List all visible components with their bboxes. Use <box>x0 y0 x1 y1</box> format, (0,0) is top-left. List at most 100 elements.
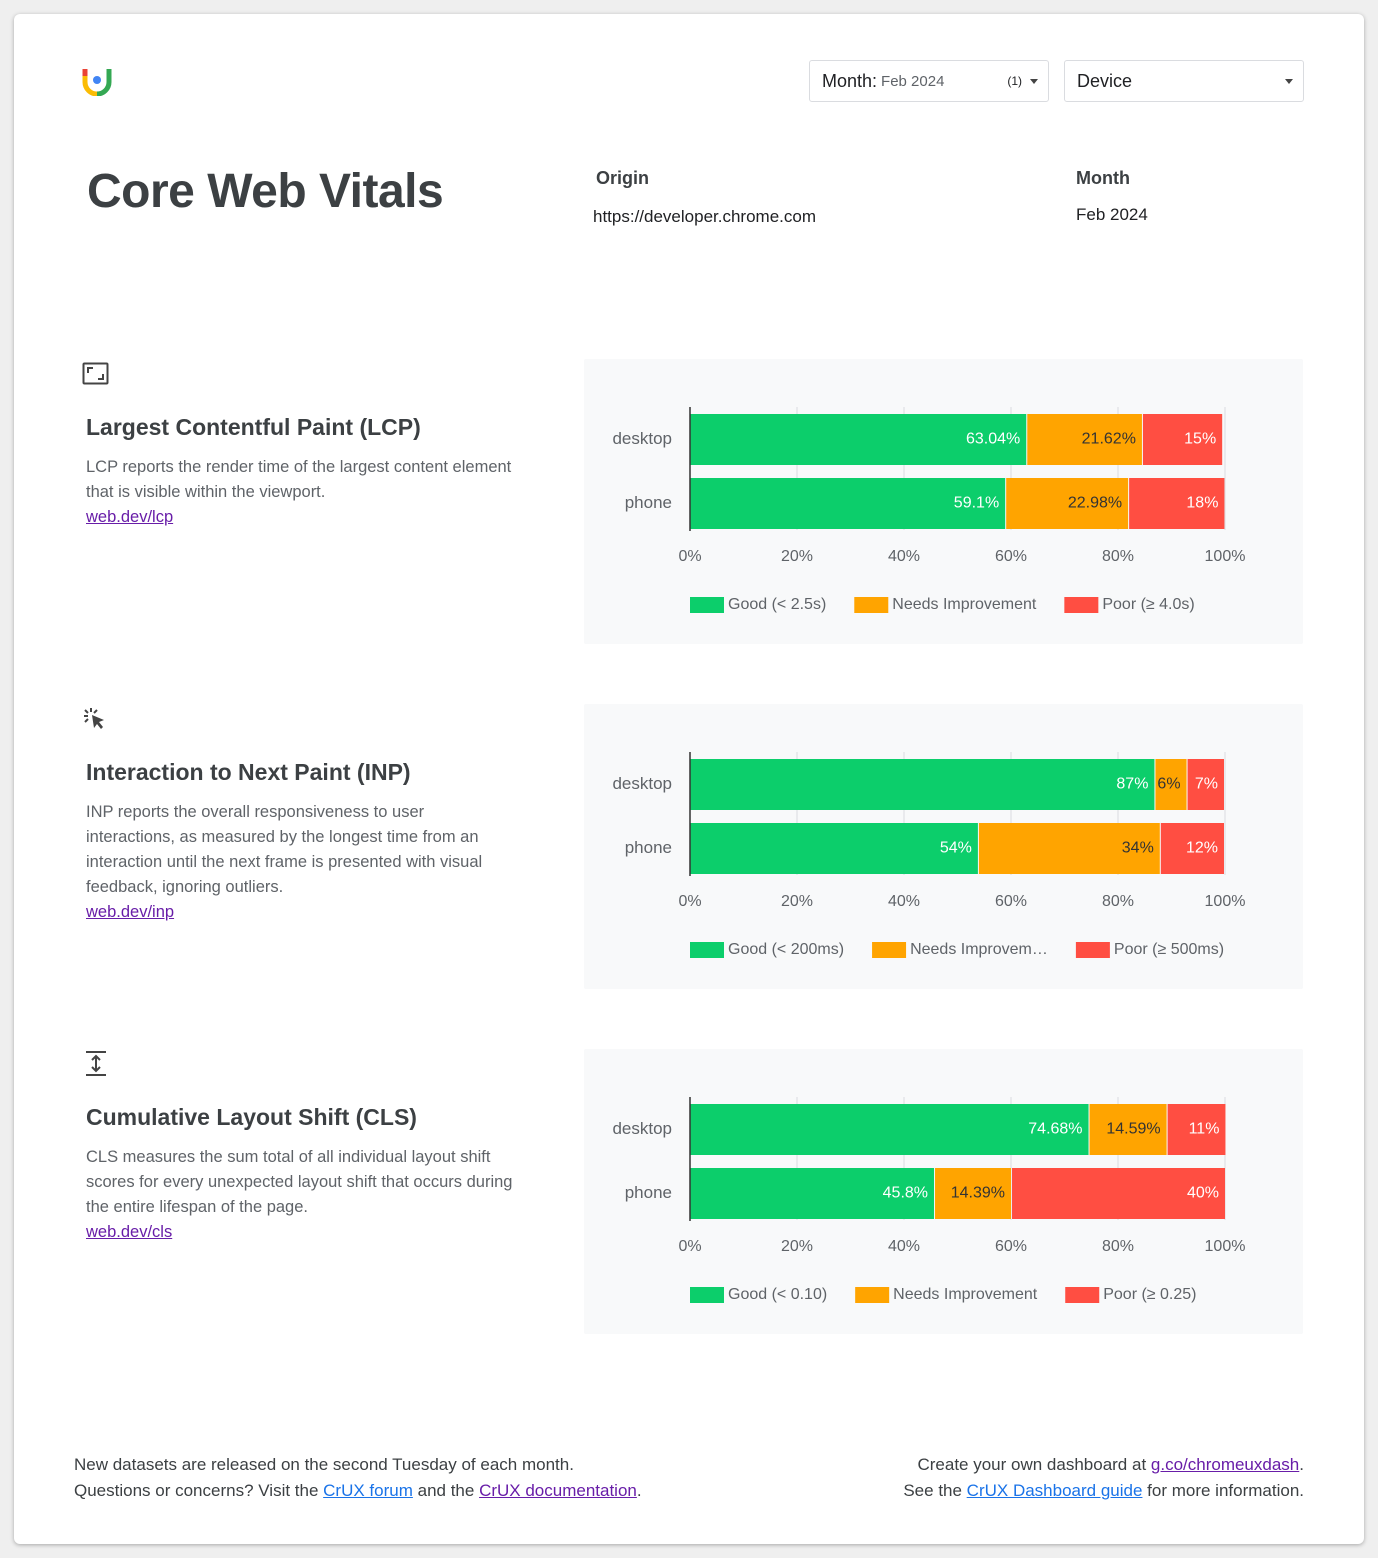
legend-swatch <box>872 942 907 958</box>
description-text: INP reports the overall responsiveness t… <box>86 803 483 896</box>
y-tick-label: desktop <box>612 429 672 448</box>
metric-link[interactable]: web.dev/inp <box>86 903 175 921</box>
footer-link[interactable]: g.co/chromeuxdash <box>1150 1455 1300 1474</box>
caret <box>1285 79 1293 84</box>
x-tick-label: 100% <box>1205 1238 1246 1255</box>
metric-description: LCP reports the render time of the large… <box>86 455 516 530</box>
page-title: Core Web Vitals <box>87 165 444 218</box>
x-tick-label: 0% <box>678 1238 701 1255</box>
bar-segment <box>1155 759 1187 810</box>
bar-segment <box>1012 1168 1226 1219</box>
metric-lcp: Largest Contentful Paint (LCP) LCP repor… <box>86 414 516 530</box>
x-tick-label: 20% <box>781 1238 813 1255</box>
metric-description: CLS measures the sum total of all indivi… <box>86 1145 516 1245</box>
footer-text: for more information. <box>1142 1481 1304 1500</box>
data-label: 6% <box>1157 776 1180 793</box>
legend-label: Poor (≥ 500ms) <box>1114 941 1224 958</box>
metric-title: Largest Contentful Paint (LCP) <box>86 414 421 440</box>
device-dropdown[interactable]: Device <box>1064 60 1304 102</box>
footer-left: New datasets are released on the second … <box>74 1452 642 1504</box>
metric-description: INP reports the overall responsiveness t… <box>86 800 516 925</box>
metric-inp: Interaction to Next Paint (INP) INP repo… <box>86 759 516 925</box>
bar-segment <box>1187 759 1224 810</box>
metric-link[interactable]: web.dev/cls <box>86 1223 173 1241</box>
footer-text-line: Questions or concerns? Visit the CrUX fo… <box>74 1478 642 1504</box>
origin-value: https://developer.chrome.com <box>593 207 817 226</box>
month-value: Feb 2024 <box>1076 205 1148 224</box>
y-tick-label: desktop <box>612 1119 672 1138</box>
dashboard-card: Month: Feb 2024 (1) Device Core Web Vita… <box>14 14 1364 1544</box>
footer-text-line: Create your own dashboard at g.co/chrome… <box>903 1452 1304 1478</box>
metric-title: Interaction to Next Paint (INP) <box>86 759 411 785</box>
origin-label: Origin <box>596 168 649 188</box>
month-filter-count: (1) <box>1007 74 1022 88</box>
x-tick-label: 0% <box>678 893 701 910</box>
data-label: 12% <box>1186 840 1218 857</box>
inp-icon <box>84 708 104 729</box>
x-tick-label: 100% <box>1205 893 1246 910</box>
legend-label: Needs Improvement <box>892 596 1037 613</box>
bar-segment <box>690 478 1006 529</box>
data-label: 15% <box>1184 431 1216 448</box>
data-label: 45.8% <box>883 1185 928 1202</box>
legend-swatch <box>854 597 889 613</box>
y-tick-label: phone <box>625 838 672 857</box>
legend-swatch <box>1064 597 1099 613</box>
metric-title: Cumulative Layout Shift (CLS) <box>86 1104 417 1130</box>
bar-segment <box>1142 414 1223 465</box>
bar-segment <box>690 1168 935 1219</box>
metric-link[interactable]: web.dev/lcp <box>86 508 174 526</box>
data-label: 7% <box>1195 776 1218 793</box>
x-tick-label: 60% <box>995 1238 1027 1255</box>
footer-text: and the <box>412 1481 480 1500</box>
legend-label: Good (< 200ms) <box>728 941 844 958</box>
x-tick-label: 80% <box>1102 893 1134 910</box>
legend-swatch <box>690 1287 724 1303</box>
x-tick-label: 40% <box>888 1238 920 1255</box>
x-tick-label: 100% <box>1205 548 1246 565</box>
x-tick-label: 20% <box>781 548 813 565</box>
x-tick-label: 60% <box>995 893 1027 910</box>
x-tick-label: 40% <box>888 893 920 910</box>
data-label: 87% <box>1116 776 1148 793</box>
data-label: 34% <box>1122 840 1154 857</box>
legend-swatch <box>855 1287 890 1303</box>
legend-swatch <box>690 597 724 613</box>
month-dropdown[interactable]: Month: Feb 2024 (1) <box>809 60 1049 102</box>
data-label: 11% <box>1189 1121 1220 1138</box>
footer-text: Questions or concerns? Visit the <box>74 1481 324 1500</box>
legend-label: Needs Improvement <box>893 1286 1038 1303</box>
lcp-chart: 0% 20% 40% 60% 80% 100% desktop 63.04% 21.62% 15%… <box>584 359 1303 644</box>
footer-text: New datasets are released on the second … <box>74 1455 574 1474</box>
legend-swatch <box>690 942 724 958</box>
lcp-icon <box>82 362 109 385</box>
bar-segment <box>690 823 978 874</box>
x-tick-label: 40% <box>888 548 920 565</box>
y-tick-label: desktop <box>612 774 672 793</box>
footer-right: Create your own dashboard at g.co/chrome… <box>903 1452 1304 1504</box>
device-filter-label: Device <box>1077 70 1133 91</box>
legend-label: Good (< 2.5s) <box>728 596 826 613</box>
data-label: 63.04% <box>966 431 1020 448</box>
x-tick-label: 60% <box>995 548 1027 565</box>
legend-label: Poor (≥ 4.0s) <box>1102 596 1194 613</box>
cls-icon <box>86 1051 106 1076</box>
description-text: LCP reports the render time of the large… <box>86 458 512 501</box>
footer-text: See the <box>903 1481 967 1500</box>
legend-swatch <box>1065 1287 1100 1303</box>
footer-link[interactable]: CrUX documentation <box>479 1481 637 1500</box>
footer-text: Create your own dashboard at <box>917 1455 1151 1474</box>
data-label: 59.1% <box>954 495 999 512</box>
footer-link[interactable]: CrUX Dashboard guide <box>966 1481 1143 1500</box>
legend-label: Poor (≥ 0.25) <box>1103 1286 1196 1303</box>
data-label: 40% <box>1187 1185 1219 1202</box>
x-tick-label: 20% <box>781 893 813 910</box>
legend-label: Needs Improvem… <box>910 941 1048 958</box>
bar-segment <box>935 1168 1012 1219</box>
data-label: 54% <box>940 840 972 857</box>
legend-swatch <box>1075 942 1110 958</box>
bar-segment <box>690 759 1155 810</box>
data-label: 18% <box>1186 495 1218 512</box>
footer-link[interactable]: CrUX forum <box>323 1481 413 1500</box>
